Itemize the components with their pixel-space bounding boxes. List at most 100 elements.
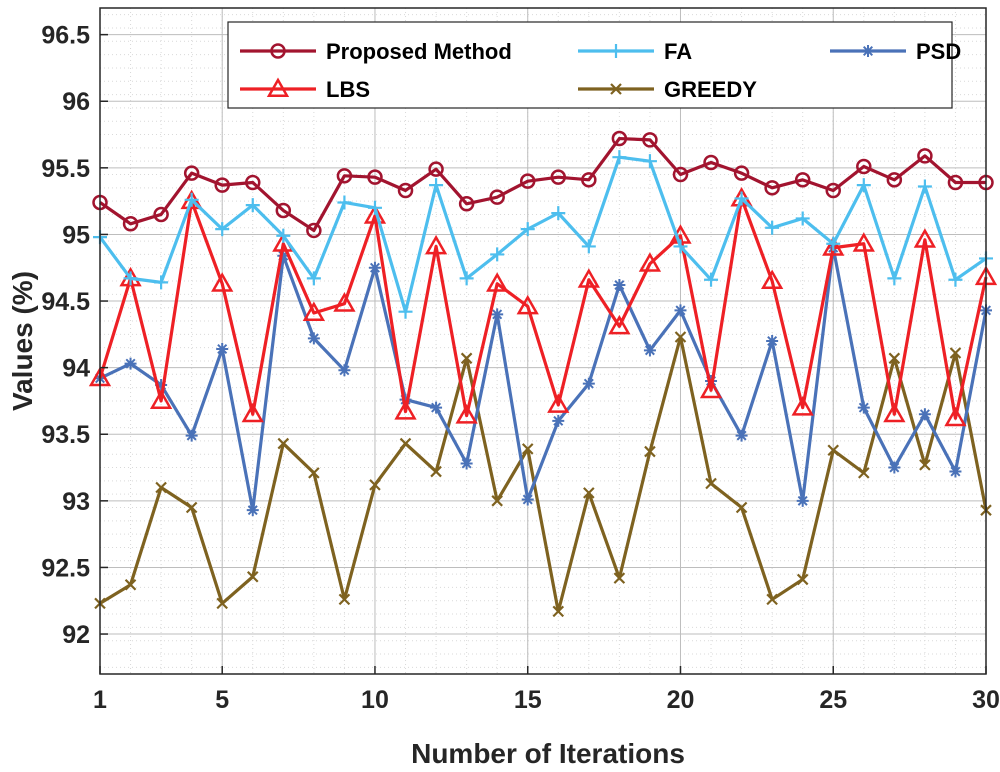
y-tick-label: 94.5 bbox=[41, 288, 90, 316]
data-point-psd bbox=[491, 308, 504, 321]
data-point-greedy bbox=[277, 437, 290, 450]
y-tick-label: 96 bbox=[62, 88, 90, 116]
data-point-greedy bbox=[949, 347, 962, 359]
data-point-greedy bbox=[124, 578, 137, 591]
data-point-greedy bbox=[735, 501, 748, 514]
data-point-fa bbox=[245, 198, 260, 213]
data-point-fa bbox=[123, 271, 138, 286]
data-point-psd bbox=[918, 408, 931, 421]
data-point-greedy bbox=[552, 605, 565, 618]
data-point-proposed-method bbox=[642, 132, 658, 148]
data-point-greedy bbox=[827, 444, 840, 457]
legend-label-proposed-method: Proposed Method bbox=[326, 39, 512, 64]
data-point-lbs bbox=[913, 228, 937, 248]
data-point-psd bbox=[277, 249, 290, 262]
data-point-fa bbox=[612, 150, 627, 165]
data-point-lbs bbox=[363, 204, 387, 224]
data-point-greedy bbox=[858, 467, 870, 479]
data-point-greedy bbox=[674, 331, 687, 343]
data-point-lbs bbox=[791, 396, 814, 416]
y-tick-label: 96.5 bbox=[41, 22, 90, 50]
data-point-proposed-method bbox=[550, 169, 567, 185]
data-point-psd bbox=[552, 414, 565, 427]
data-point-psd bbox=[735, 429, 748, 442]
data-point-psd bbox=[460, 457, 473, 470]
data-point-greedy bbox=[246, 570, 259, 583]
data-point-fa bbox=[642, 154, 657, 169]
data-point-proposed-method bbox=[306, 222, 322, 239]
data-point-greedy bbox=[888, 352, 901, 365]
legend-label-fa: FA bbox=[664, 39, 692, 64]
data-point-lbs bbox=[883, 402, 906, 423]
data-point-fa bbox=[398, 304, 413, 319]
series-lbs bbox=[88, 186, 998, 427]
data-point-fa bbox=[795, 211, 810, 226]
data-point-fa bbox=[520, 222, 535, 237]
data-point-proposed-method bbox=[428, 161, 444, 177]
data-point-greedy bbox=[583, 487, 595, 499]
data-point-fa bbox=[367, 200, 382, 215]
data-point-greedy bbox=[491, 495, 503, 507]
legend-entry-greedy: GREEDY bbox=[578, 77, 757, 102]
data-point-lbs bbox=[424, 234, 448, 255]
x-tick-label: 10 bbox=[361, 686, 389, 714]
data-point-fa bbox=[765, 220, 780, 235]
data-point-psd bbox=[949, 465, 962, 478]
y-tick-label: 92 bbox=[62, 621, 90, 649]
y-tick-label: 93.5 bbox=[41, 421, 90, 449]
data-point-proposed-method bbox=[611, 130, 628, 147]
data-point-lbs bbox=[333, 292, 356, 312]
x-tick-label: 5 bbox=[215, 686, 229, 714]
data-point-psd bbox=[246, 504, 259, 517]
data-point-psd bbox=[766, 335, 779, 347]
data-point-psd bbox=[338, 364, 351, 377]
data-point-fa bbox=[184, 192, 199, 207]
data-point-psd bbox=[582, 377, 595, 390]
data-point-greedy bbox=[308, 467, 320, 479]
legend-entry-proposed-method: Proposed Method bbox=[240, 39, 512, 64]
data-point-fa bbox=[551, 206, 566, 221]
data-point-psd bbox=[521, 493, 534, 506]
x-axis-title: Number of Iterations bbox=[411, 738, 685, 769]
data-point-proposed-method bbox=[153, 206, 169, 223]
plot-area-background bbox=[100, 8, 986, 674]
data-point-greedy bbox=[430, 465, 442, 478]
data-point-proposed-method bbox=[275, 202, 292, 219]
data-point-psd bbox=[124, 357, 137, 370]
data-point-greedy bbox=[216, 597, 228, 610]
x-tick-label: 25 bbox=[819, 686, 847, 714]
data-point-psd bbox=[888, 461, 901, 474]
data-point-greedy bbox=[919, 459, 931, 471]
series-line-fa bbox=[98, 155, 987, 314]
y-tick-label: 95.5 bbox=[41, 155, 90, 183]
series-line-psd bbox=[99, 246, 988, 512]
data-point-fa bbox=[948, 272, 963, 287]
data-point-lbs bbox=[149, 389, 173, 409]
data-point-proposed-method bbox=[245, 174, 261, 191]
data-point-psd bbox=[185, 429, 198, 442]
data-point-fa bbox=[734, 191, 749, 206]
data-point-fa bbox=[826, 236, 841, 251]
data-point-fa bbox=[215, 222, 230, 237]
data-point-psd bbox=[368, 261, 381, 274]
x-tick-label: 15 bbox=[514, 686, 542, 714]
data-point-lbs bbox=[394, 400, 417, 420]
data-point-fa bbox=[459, 271, 474, 286]
series-proposed-method bbox=[92, 130, 994, 239]
data-point-fa bbox=[429, 178, 444, 193]
data-point-greedy bbox=[613, 572, 626, 584]
data-point-proposed-method bbox=[672, 166, 689, 183]
y-tick-label: 92.5 bbox=[41, 554, 90, 582]
data-point-fa bbox=[276, 228, 291, 243]
y-axis-title: Values (%) bbox=[7, 271, 38, 411]
data-point-greedy bbox=[185, 501, 198, 514]
data-point-greedy bbox=[399, 437, 412, 450]
data-point-proposed-method bbox=[581, 172, 597, 188]
data-point-greedy bbox=[460, 352, 473, 365]
legend-label-greedy: GREEDY bbox=[664, 77, 757, 102]
data-point-greedy bbox=[521, 443, 534, 455]
series-layer bbox=[88, 130, 998, 618]
data-point-proposed-method bbox=[764, 180, 780, 196]
legend-marker-psd bbox=[862, 45, 874, 57]
